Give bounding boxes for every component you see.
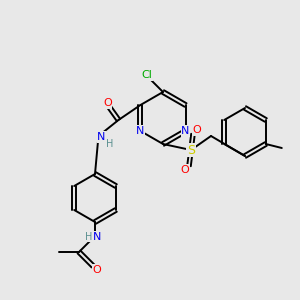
Text: H: H: [85, 232, 93, 242]
Text: S: S: [187, 143, 195, 157]
Text: N: N: [93, 232, 101, 242]
Text: H: H: [106, 139, 113, 149]
Text: O: O: [181, 165, 189, 175]
Text: Cl: Cl: [142, 70, 152, 80]
Text: N: N: [181, 126, 190, 136]
Text: O: O: [103, 98, 112, 108]
Text: N: N: [97, 132, 106, 142]
Text: N: N: [136, 126, 145, 136]
Text: O: O: [93, 265, 101, 275]
Text: O: O: [193, 125, 201, 135]
